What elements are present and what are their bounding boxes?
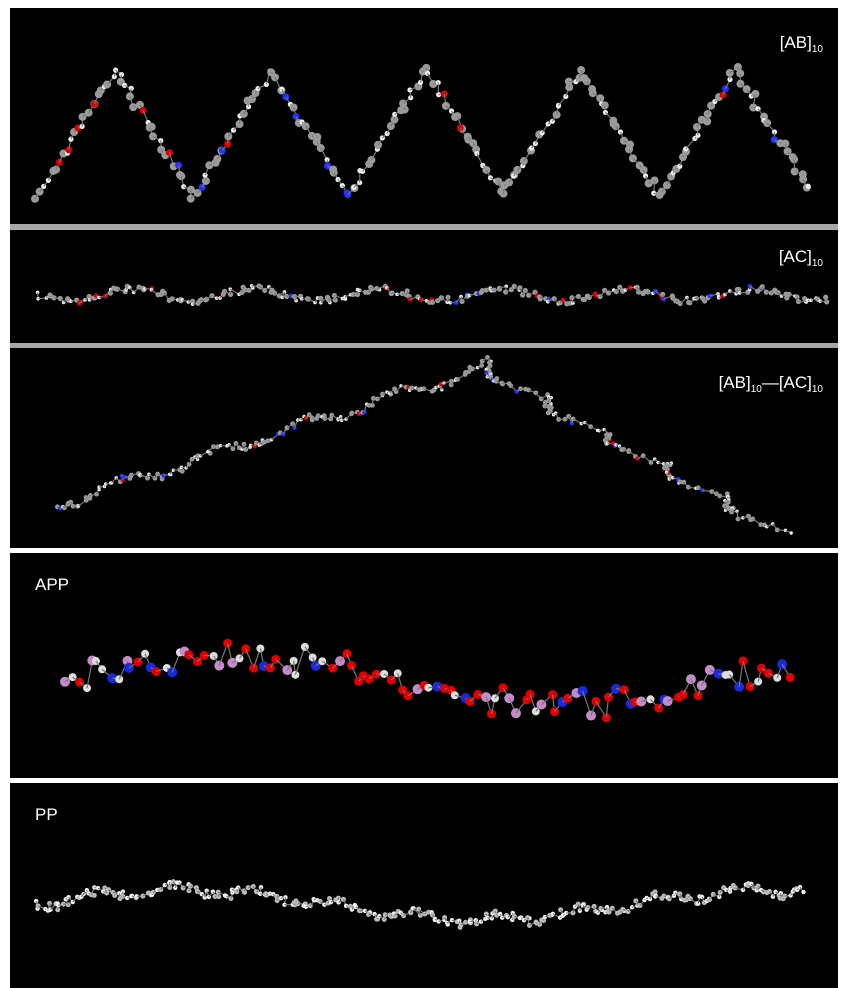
panel	[10, 783, 838, 988]
atom	[181, 184, 187, 190]
atom	[824, 299, 830, 305]
atom	[617, 129, 624, 135]
atom	[179, 468, 185, 474]
atom	[785, 672, 795, 682]
atom	[671, 476, 675, 480]
panel-label: APP	[35, 575, 69, 594]
panel	[10, 348, 838, 548]
panel	[10, 230, 838, 343]
atom	[505, 178, 514, 187]
atom	[484, 370, 489, 376]
label-text: [AC]	[779, 247, 812, 266]
atom	[588, 424, 594, 430]
atom	[158, 138, 164, 144]
panel-label: [AB]10—[AC]10	[719, 373, 824, 395]
atom	[727, 76, 733, 83]
separator	[10, 343, 838, 348]
atom	[296, 418, 300, 422]
atom	[324, 157, 330, 163]
atom	[303, 904, 309, 909]
molecules	[31, 63, 830, 930]
atom	[707, 293, 713, 299]
atom	[656, 460, 660, 465]
label-text: —[AC]	[762, 373, 812, 392]
atom	[362, 409, 367, 415]
atom	[726, 505, 732, 511]
atom	[120, 889, 126, 894]
subscript: 10	[812, 44, 824, 55]
atom	[242, 287, 248, 293]
atom	[771, 129, 778, 135]
atom	[438, 381, 444, 387]
atom	[60, 901, 66, 907]
panel-label: [AC]10	[779, 247, 824, 269]
label-text: [AB]	[780, 33, 812, 52]
atom	[758, 522, 764, 528]
panel	[10, 553, 838, 778]
atom	[186, 300, 191, 304]
atom	[343, 903, 349, 909]
atom	[661, 296, 667, 302]
atom	[246, 287, 252, 293]
atom	[801, 889, 806, 895]
atom	[485, 915, 490, 921]
atom	[774, 527, 780, 533]
subscript: 10	[751, 384, 763, 395]
atom	[197, 298, 203, 304]
label-text: APP	[35, 575, 69, 594]
atom	[202, 172, 208, 178]
atom	[467, 293, 472, 298]
atom	[593, 292, 599, 298]
atom	[805, 183, 811, 189]
atom	[69, 299, 73, 304]
label-text: [AB]	[719, 373, 751, 392]
subscript: 10	[812, 258, 824, 269]
atom	[717, 493, 723, 499]
atom	[145, 123, 154, 132]
atom	[442, 381, 446, 385]
atom	[59, 149, 68, 158]
atom	[692, 296, 696, 301]
label-text: PP	[35, 805, 58, 824]
atom	[248, 443, 253, 448]
atom	[267, 891, 273, 896]
panel-label: [AB]10	[780, 33, 824, 55]
atom	[823, 294, 829, 300]
atom	[179, 465, 184, 469]
atom	[695, 132, 701, 138]
atom	[789, 531, 793, 535]
atom	[311, 896, 316, 902]
bond	[294, 646, 306, 676]
separator	[10, 224, 838, 230]
panel-label: PP	[35, 805, 58, 824]
atom	[570, 416, 576, 422]
atom	[436, 919, 441, 924]
atom	[467, 919, 473, 924]
atom	[222, 288, 228, 294]
panel	[10, 8, 838, 224]
subscript: 10	[812, 384, 824, 395]
